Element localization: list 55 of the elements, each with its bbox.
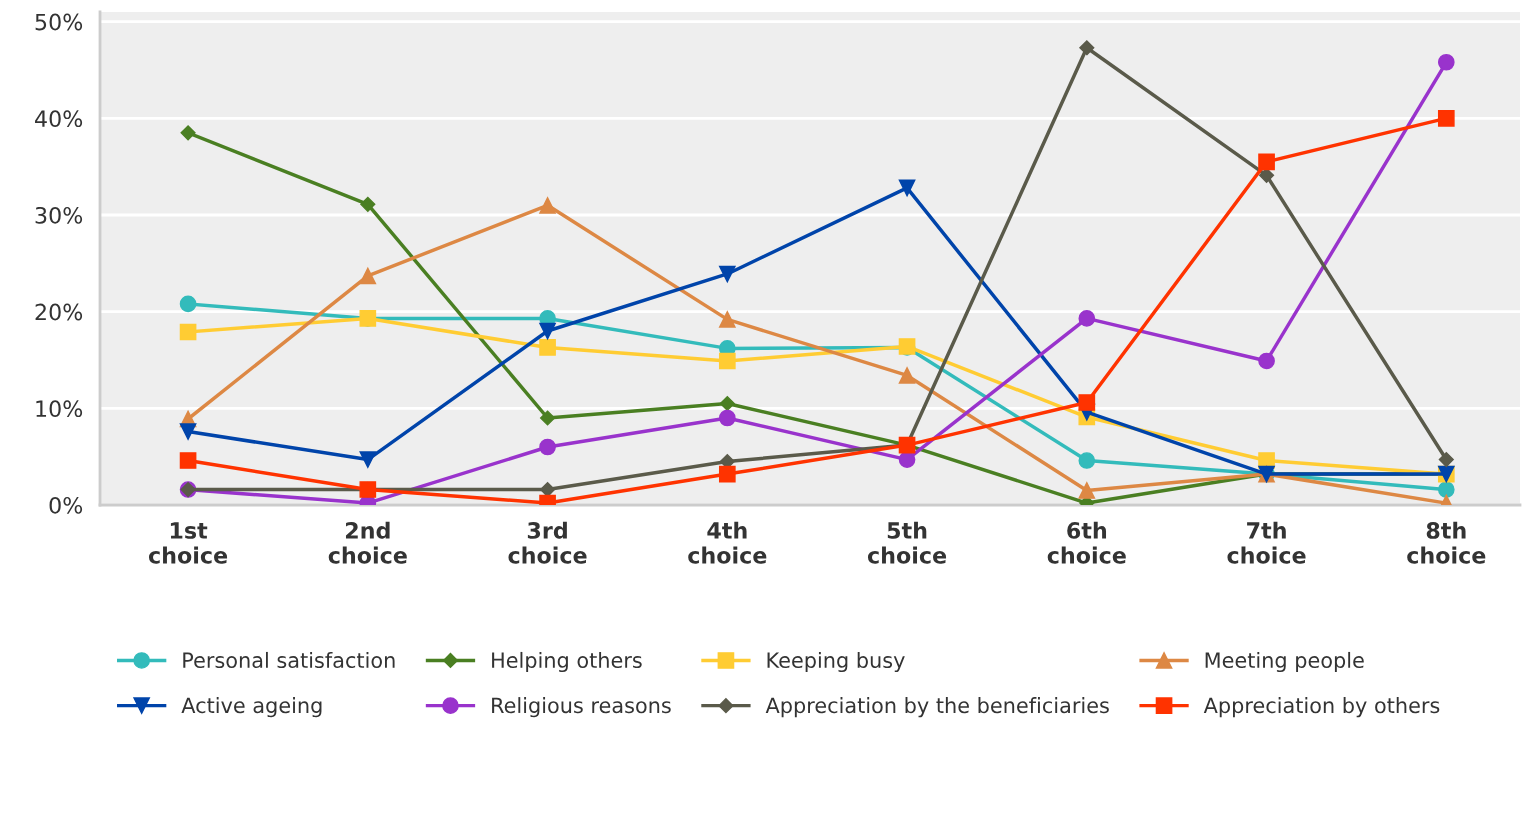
point	[539, 438, 556, 456]
point	[179, 423, 197, 440]
x-tick-label: 3rd choice	[508, 521, 587, 564]
point	[1078, 310, 1096, 327]
point	[179, 452, 197, 469]
y-tick-label: 10%	[36, 400, 83, 418]
x-tick-label: 2nd choice	[328, 521, 407, 564]
point	[718, 409, 736, 427]
legend-label: Appreciation by others	[1203, 697, 1440, 718]
point	[1258, 352, 1275, 370]
y-tick-label: 0%	[49, 496, 83, 514]
point	[179, 323, 197, 341]
y-tick-label: 20%	[35, 303, 83, 321]
legend-label: Helping others	[492, 651, 642, 673]
point	[1437, 109, 1455, 127]
point	[539, 339, 556, 356]
point	[718, 465, 736, 483]
point	[898, 179, 916, 197]
legend-label: Religious reasons	[492, 697, 671, 718]
point	[359, 451, 377, 468]
x-tick-label: 4th choice	[688, 521, 767, 564]
point	[539, 410, 556, 426]
point	[359, 267, 377, 285]
point	[898, 451, 916, 468]
point	[1437, 481, 1455, 498]
point	[718, 265, 736, 283]
legend-label: Keeping busy	[767, 651, 905, 673]
legend-label: Active ageing	[181, 697, 322, 718]
point	[898, 367, 916, 384]
legend-label: Appreciation by the beneficiaries	[765, 697, 1109, 718]
legend-label: Personal satisfaction	[183, 651, 395, 669]
point	[360, 196, 376, 212]
y-tick-label: 50%	[35, 13, 83, 31]
point	[1078, 482, 1096, 499]
x-tick-label: 7th choice	[1227, 521, 1306, 564]
point	[1438, 451, 1454, 468]
x-tick-label: 6th choice	[1047, 521, 1126, 564]
point	[1079, 40, 1095, 56]
point	[1078, 394, 1096, 411]
point	[1258, 153, 1275, 171]
point	[1078, 452, 1096, 469]
point	[719, 395, 735, 412]
point	[539, 322, 556, 340]
x-tick-label: 1st choice	[148, 522, 228, 564]
x-tick-label: 5th choice	[867, 521, 947, 564]
y-tick-label: 30%	[35, 206, 83, 224]
point	[1437, 53, 1455, 71]
point	[718, 352, 736, 370]
legend-label: Meeting people	[1205, 651, 1364, 673]
x-tick-label: 8th choice	[1407, 521, 1486, 564]
point	[718, 311, 736, 328]
point	[180, 125, 196, 141]
point	[539, 196, 556, 214]
y-tick-label: 40%	[35, 110, 83, 128]
point	[179, 295, 197, 313]
